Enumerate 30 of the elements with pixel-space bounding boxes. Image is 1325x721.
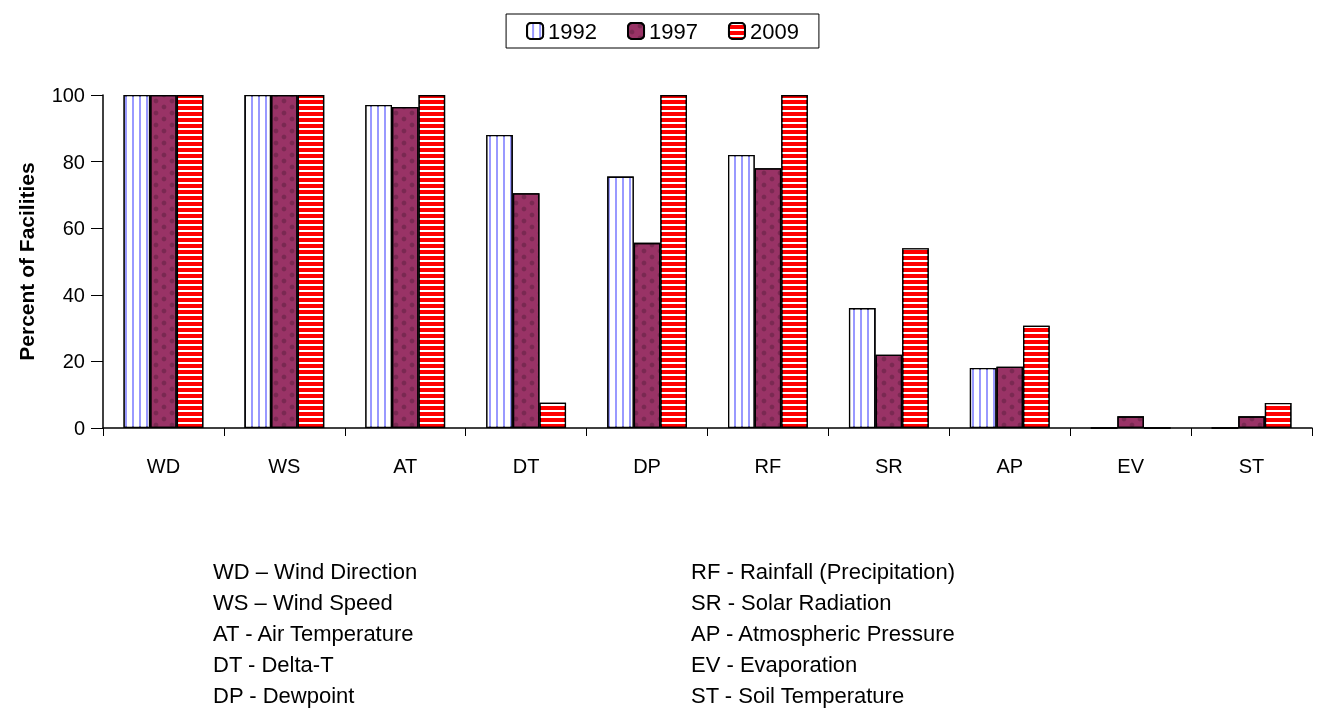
text: WS – Wind Speed — [213, 589, 393, 615]
x-tick-label: RF — [754, 455, 782, 477]
y-tick-label: 100 — [51, 84, 85, 106]
y-tick-label: 60 — [62, 217, 85, 240]
y-tick-label: 40 — [62, 283, 85, 306]
x-tick-label: AT — [393, 455, 418, 477]
y-tick-label: 0 — [73, 417, 85, 439]
x-tick-label: SR — [874, 455, 903, 477]
text: RF - Rainfall (Precipitation) — [691, 558, 956, 584]
text: ST - Soil Temperature — [691, 682, 905, 708]
text: AT - Air Temperature — [213, 620, 414, 646]
text: DP - Dewpoint — [213, 682, 355, 708]
text: EV - Evaporation — [691, 651, 858, 677]
legend-label: 1997 — [649, 18, 698, 44]
x-tick-label: EV — [1117, 455, 1145, 477]
x-tick-label: AP — [996, 455, 1024, 477]
y-tick-label: 20 — [62, 350, 85, 373]
x-tick-label: ST — [1238, 455, 1265, 477]
text: SR - Solar Radiation — [691, 589, 892, 615]
legend-label: 1992 — [548, 18, 598, 44]
x-tick-label: DP — [633, 455, 661, 477]
x-tick-label: DT — [512, 455, 540, 477]
y-axis-title: Percent of Facilities — [15, 162, 38, 361]
x-tick-label: WD — [146, 455, 181, 477]
legend-label: 2009 — [749, 18, 799, 44]
y-tick-label: 80 — [62, 150, 85, 173]
text: AP - Atmospheric Pressure — [691, 620, 955, 646]
text: DT - Delta-T — [213, 651, 334, 677]
text: WD – Wind Direction — [213, 558, 418, 584]
x-tick-label: WS — [268, 455, 301, 477]
